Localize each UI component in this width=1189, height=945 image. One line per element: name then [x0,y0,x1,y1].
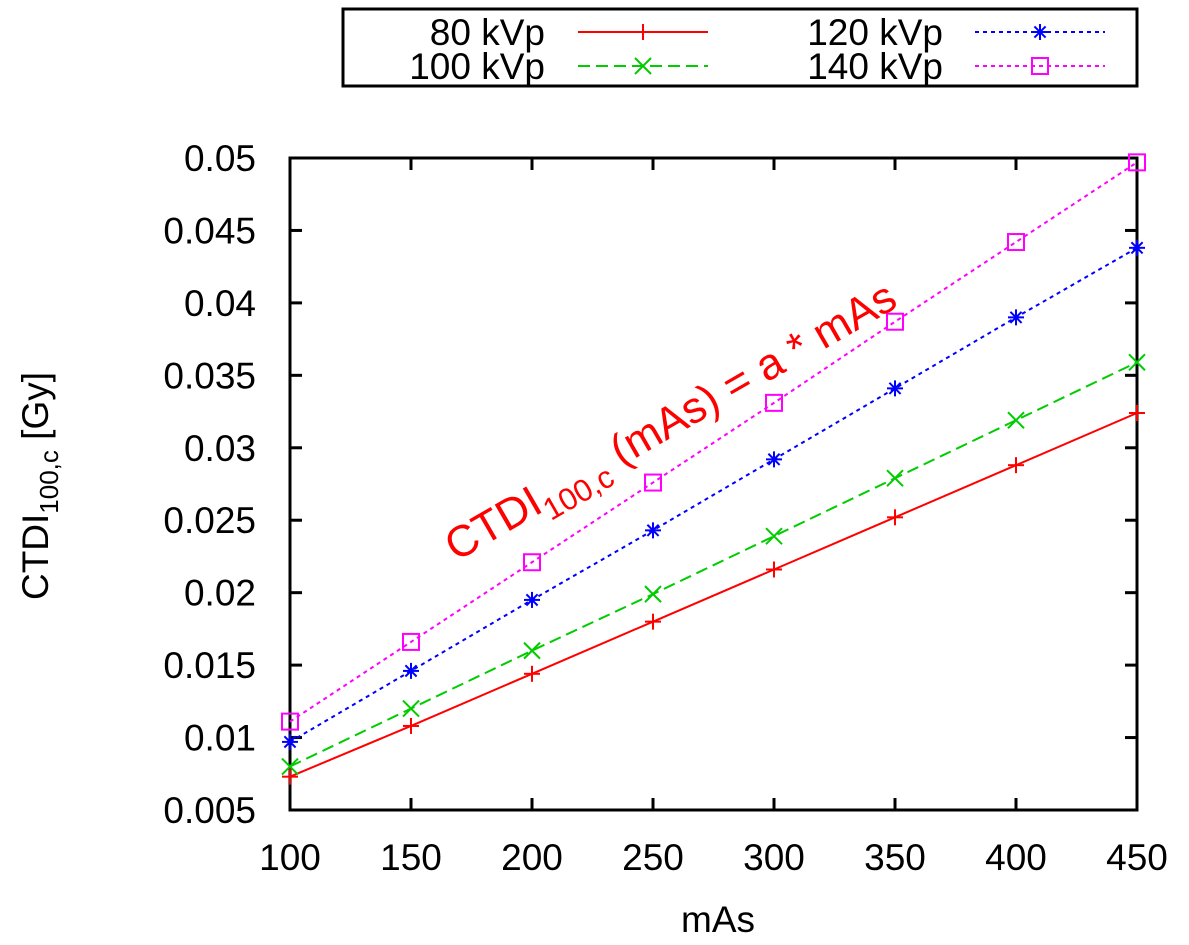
y-tick-label: 0.035 [163,355,256,396]
data-point [887,509,903,526]
y-axis-title: CTDI100,c [Gy] [15,372,64,600]
legend-marker [635,24,651,40]
y-tick-label: 0.005 [163,790,256,831]
y-tick-label: 0.015 [163,645,256,686]
plot-area [288,156,1139,812]
formula-annotation: CTDI100,c (mAs) = a * mAs [437,272,910,578]
legend-item: 80 kVp [430,12,708,53]
x-tick-label: 150 [380,837,442,878]
data-point [524,591,540,608]
legend-box [341,7,1139,88]
x-tick-label: 250 [622,837,684,878]
data-point [887,380,903,397]
x-tick-label: 100 [259,837,321,878]
y-tick-label: 0.025 [163,500,256,541]
data-point [645,522,661,539]
y-tick-label: 0.04 [184,283,256,324]
series-2 [282,239,1145,750]
data-point [523,553,541,572]
data-point [1007,411,1025,429]
data-point [1129,239,1145,256]
legend-item: 100 kVp [409,46,708,87]
annotation-suffix: (mAs) = a * mAs [591,272,905,481]
legend-marker [1031,57,1049,75]
data-point [1129,405,1145,422]
legend-marker [1032,24,1048,40]
x-tick-label: 200 [501,837,563,878]
data-point [765,393,783,412]
data-point [1128,353,1146,372]
axes: 100 150 200 250 300 350 400 450 0.005 0.01 0.015 0.… [163,138,1167,878]
series-line [289,412,1138,778]
data-point [281,757,299,776]
x-axis-title: mAs [681,899,755,940]
legend-label: 140 kVp [807,46,943,87]
series-line [289,246,1138,743]
data-point [1008,309,1024,326]
data-point [402,699,420,718]
data-point [1128,153,1146,172]
data-point [403,717,419,734]
svg-text:CTDI100,c (mAs) = a * mAs: CTDI100,c (mAs) = a * mAs [437,272,910,578]
x-tick-label: 300 [743,837,805,878]
x-tick-label: 450 [1106,837,1168,878]
series-3 [281,153,1146,731]
series-1 [281,353,1146,776]
y-axis-title-unit: [Gy] [15,372,56,440]
data-point [1008,457,1024,474]
data-point [1007,233,1025,252]
data-point [644,585,662,603]
plot-frame [288,156,1139,812]
data-point [524,665,540,682]
series-0 [282,405,1145,785]
data-point [645,613,661,630]
annotation-prefix: CTDI [437,477,550,571]
legend-label: 80 kVp [430,12,545,53]
data-point [281,712,299,731]
legend-label: 120 kVp [807,12,943,53]
data-point [402,632,420,651]
svg-text:CTDI100,c [Gy]: CTDI100,c [Gy] [15,372,64,600]
legend-item: 140 kVp [807,46,1105,87]
data-point [886,312,904,331]
data-point [886,469,904,487]
legend-label: 100 kVp [409,46,545,87]
y-tick-label: 0.03 [184,428,256,469]
y-axis-title-main: CTDI [15,514,56,600]
data-point [523,641,541,660]
data-point [403,662,419,679]
data-point [644,473,662,492]
data-point [766,561,782,578]
y-tick-label: 0.02 [184,573,256,614]
y-tick-label: 0.05 [184,138,256,179]
series-layer [281,153,1146,785]
legend-item: 120 kVp [807,12,1105,53]
x-tick-label: 350 [864,837,926,878]
y-tick-label: 0.01 [184,718,256,759]
data-point [765,527,783,545]
x-tick-label: 400 [985,837,1047,878]
series-line [289,161,1138,723]
legend-marker [634,57,652,75]
data-point [282,768,298,785]
data-point [766,451,782,468]
y-axis-title-subscript: 100,c [34,450,64,514]
data-point [282,733,298,750]
series-line [289,361,1138,768]
y-tick-label: 0.045 [163,210,256,251]
